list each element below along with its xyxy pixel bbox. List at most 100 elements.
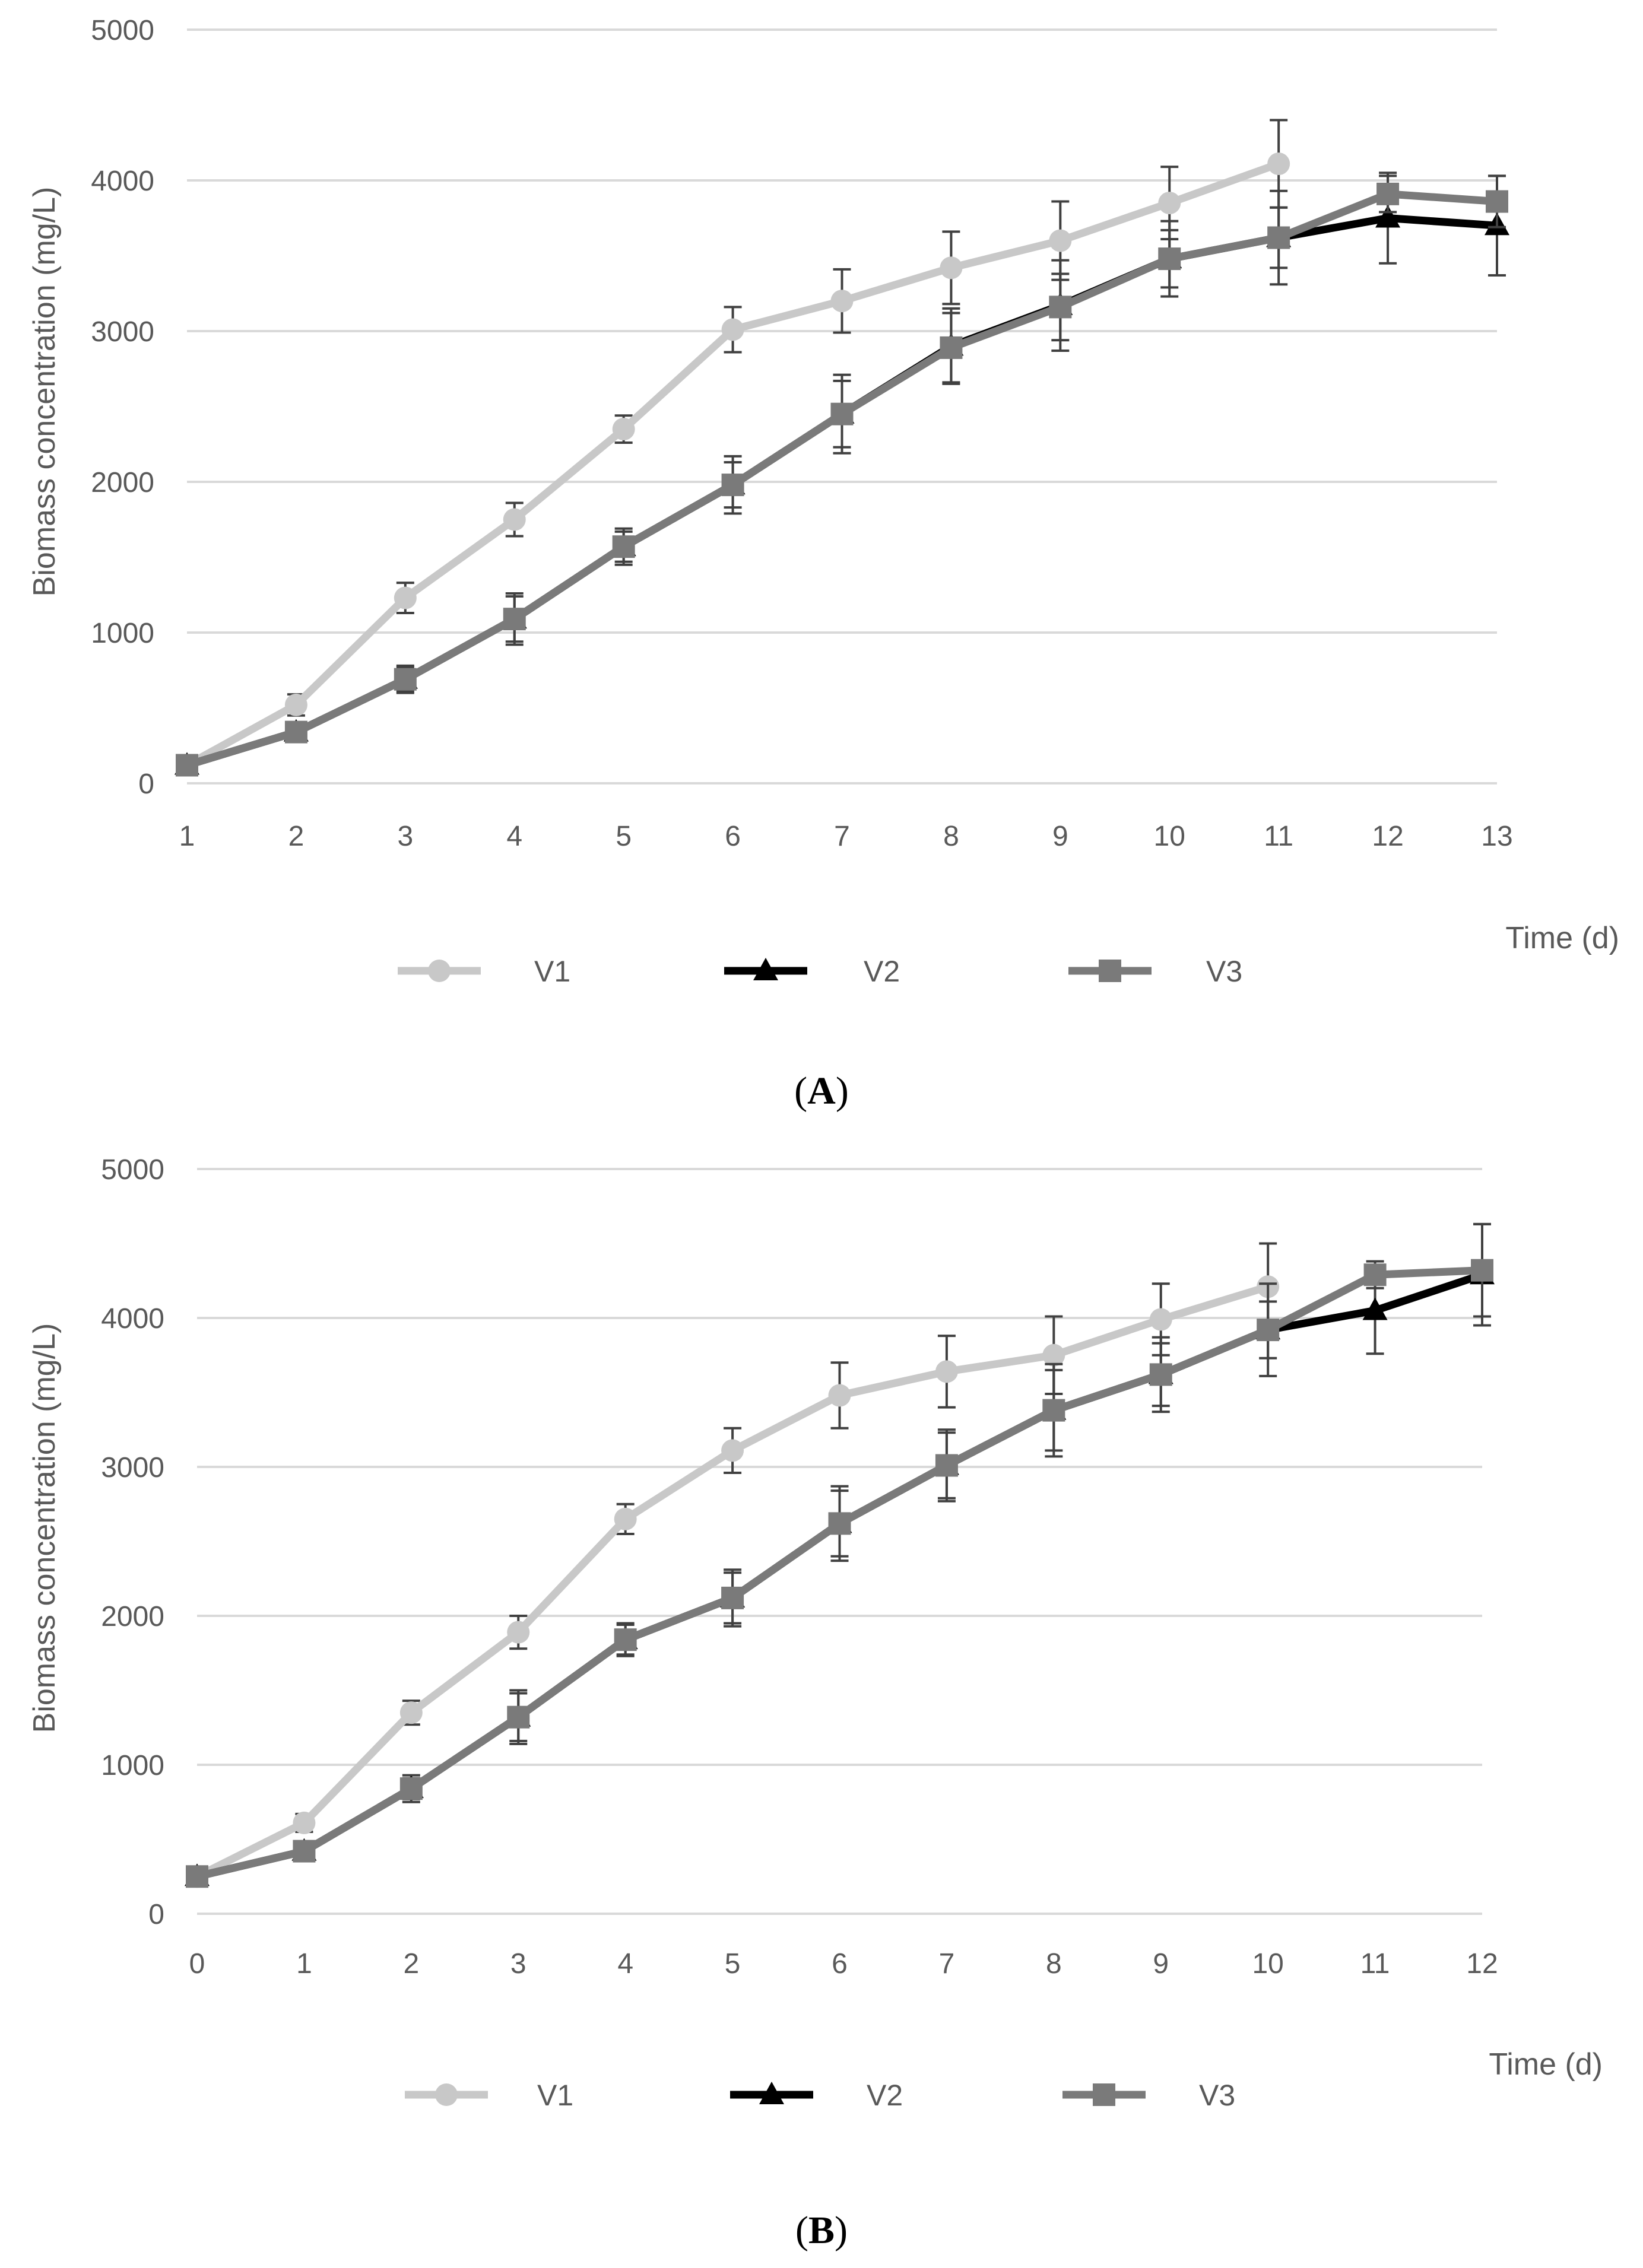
data-point xyxy=(1363,1263,1387,1287)
data-point xyxy=(1049,296,1072,319)
series-layer xyxy=(185,1222,1495,1888)
x-tick-label: 6 xyxy=(832,1948,848,1980)
legend-marker xyxy=(759,2082,784,2104)
x-tick-label: 8 xyxy=(943,821,959,852)
x-tick-label: 5 xyxy=(725,1948,741,1980)
x-tick-label: 4 xyxy=(617,1948,633,1980)
data-point xyxy=(399,1701,423,1724)
x-tick-label: 0 xyxy=(189,1948,205,1980)
legend-marker xyxy=(1093,2083,1115,2106)
data-point xyxy=(1267,153,1290,176)
legend-marker xyxy=(435,2083,458,2106)
legend-label: V1 xyxy=(534,955,570,988)
series-v1 xyxy=(186,1242,1280,1888)
data-point xyxy=(1158,192,1181,215)
panel-label-a: (A) xyxy=(794,1069,849,1113)
x-tick-label: 8 xyxy=(1046,1948,1062,1980)
x-axis-title: Time (d) xyxy=(1489,2047,1603,2082)
data-point xyxy=(612,418,635,441)
y-axis-title: Biomass concentration (mg/L) xyxy=(27,187,62,597)
x-tick-label: 2 xyxy=(288,821,305,852)
data-point xyxy=(503,508,526,531)
y-tick-label: 2000 xyxy=(101,1601,164,1632)
legend-label: V1 xyxy=(537,2079,573,2112)
x-tick-label: 1 xyxy=(296,1948,312,1980)
data-point xyxy=(614,1628,637,1651)
data-point xyxy=(1257,1319,1280,1342)
legend: V1 V2 V3 xyxy=(398,955,1242,988)
y-axis-title: Biomass concentration (mg/L) xyxy=(27,1323,62,1733)
y-tick-label: 0 xyxy=(148,1899,164,1930)
data-point xyxy=(721,474,744,497)
data-point xyxy=(186,1865,208,1888)
data-point xyxy=(1267,226,1290,249)
data-point xyxy=(612,535,635,558)
data-point xyxy=(1149,1363,1172,1386)
legend-item-v1: V1 xyxy=(405,2079,573,2112)
legend-item-v3: V3 xyxy=(1068,955,1242,988)
x-tick-label: 11 xyxy=(1360,1948,1390,1980)
data-point xyxy=(935,1454,958,1477)
y-axis-ticks: 0 1000 2000 3000 4000 5000 xyxy=(91,15,154,800)
y-tick-label: 3000 xyxy=(91,316,154,348)
x-tick-label: 10 xyxy=(1252,1948,1283,1980)
x-axis-title: Time (d) xyxy=(1505,921,1619,955)
y-tick-label: 1000 xyxy=(91,618,154,649)
data-point xyxy=(394,586,417,609)
x-tick-label: 3 xyxy=(510,1948,526,1980)
legend-label: V2 xyxy=(867,2079,903,2112)
x-tick-label: 10 xyxy=(1154,821,1185,852)
data-point xyxy=(940,336,963,359)
data-point xyxy=(1362,1297,1388,1320)
x-tick-label: 6 xyxy=(725,821,741,852)
legend-label: V3 xyxy=(1199,2079,1235,2112)
y-tick-label: 4000 xyxy=(91,166,154,197)
data-point xyxy=(1158,247,1181,271)
x-tick-label: 12 xyxy=(1466,1948,1498,1980)
x-tick-label: 3 xyxy=(397,821,413,852)
x-tick-label: 7 xyxy=(939,1948,955,1980)
data-point xyxy=(830,290,854,313)
data-point xyxy=(507,1705,530,1729)
x-tick-label: 12 xyxy=(1372,821,1403,852)
y-tick-label: 1000 xyxy=(101,1750,164,1781)
y-tick-label: 3000 xyxy=(101,1452,164,1484)
grid-lines xyxy=(187,28,1497,784)
y-axis-ticks: 0 1000 2000 3000 4000 5000 xyxy=(101,1154,164,1930)
x-tick-label: 13 xyxy=(1481,821,1512,852)
legend-item-v2: V2 xyxy=(730,2079,903,2112)
legend-marker xyxy=(428,960,451,982)
legend-marker xyxy=(1099,960,1121,982)
series-v2 xyxy=(175,171,1509,775)
legend: V1 V2 V3 xyxy=(405,2079,1235,2112)
data-point xyxy=(284,693,307,716)
series-layer xyxy=(175,119,1509,777)
y-tick-label: 2000 xyxy=(91,467,154,498)
x-tick-label: 1 xyxy=(179,821,195,852)
data-point xyxy=(1471,1259,1493,1282)
data-point xyxy=(1375,205,1401,228)
legend-marker xyxy=(753,958,778,980)
data-point xyxy=(1149,1308,1172,1331)
x-tick-label: 4 xyxy=(506,821,522,852)
data-point xyxy=(828,1384,851,1407)
data-point xyxy=(503,608,526,631)
data-point xyxy=(721,1439,744,1462)
x-tick-label: 9 xyxy=(1153,1948,1169,1980)
data-point xyxy=(830,402,854,425)
data-point xyxy=(394,668,417,691)
y-tick-label: 0 xyxy=(138,768,154,800)
data-point xyxy=(507,1621,530,1644)
data-point xyxy=(828,1512,851,1535)
y-tick-label: 5000 xyxy=(101,1154,164,1186)
legend-item-v1: V1 xyxy=(398,955,570,988)
panel-label-b: (B) xyxy=(795,2209,848,2252)
data-point xyxy=(399,1777,423,1800)
data-point xyxy=(293,1811,316,1834)
data-point xyxy=(1042,1399,1065,1422)
x-tick-label: 9 xyxy=(1052,821,1068,852)
data-point xyxy=(293,1840,316,1863)
series-v3 xyxy=(186,1222,1493,1888)
